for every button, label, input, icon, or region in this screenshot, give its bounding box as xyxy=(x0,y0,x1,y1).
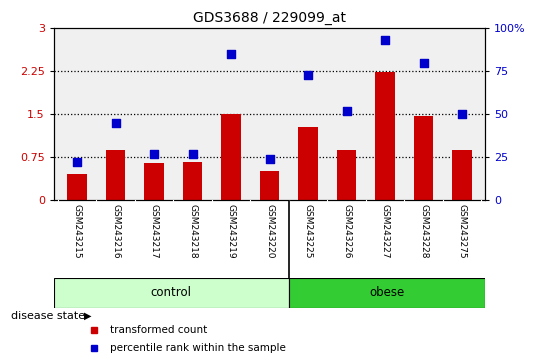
Point xyxy=(342,108,351,114)
Text: GSM243228: GSM243228 xyxy=(419,204,428,258)
Text: transformed count: transformed count xyxy=(110,325,208,335)
Text: GSM243219: GSM243219 xyxy=(226,204,236,258)
Text: GSM243218: GSM243218 xyxy=(188,204,197,258)
Text: ▶: ▶ xyxy=(84,311,91,321)
Text: GSM243225: GSM243225 xyxy=(303,204,313,258)
Text: obese: obese xyxy=(369,286,405,299)
Bar xyxy=(299,127,317,200)
Bar xyxy=(289,278,485,308)
Point xyxy=(419,60,428,65)
Bar xyxy=(183,162,202,200)
Text: GSM243220: GSM243220 xyxy=(265,204,274,258)
Bar xyxy=(54,278,289,308)
Point xyxy=(458,111,466,117)
Title: GDS3688 / 229099_at: GDS3688 / 229099_at xyxy=(193,11,346,24)
Text: GSM243216: GSM243216 xyxy=(111,204,120,258)
Bar xyxy=(67,174,87,200)
Text: percentile rank within the sample: percentile rank within the sample xyxy=(110,343,286,353)
Bar xyxy=(144,163,164,200)
Bar xyxy=(260,171,279,200)
Point xyxy=(188,151,197,156)
Text: GSM243226: GSM243226 xyxy=(342,204,351,258)
Text: control: control xyxy=(151,286,192,299)
Point xyxy=(227,51,236,57)
Point xyxy=(303,72,312,78)
Bar xyxy=(222,114,240,200)
Bar xyxy=(106,150,125,200)
Bar xyxy=(414,116,433,200)
Point xyxy=(150,151,158,156)
Point xyxy=(381,38,389,43)
Point xyxy=(111,120,120,126)
Bar xyxy=(375,72,395,200)
Bar xyxy=(337,150,356,200)
Text: GSM243215: GSM243215 xyxy=(73,204,81,258)
Point xyxy=(73,159,81,165)
Bar xyxy=(452,150,472,200)
Text: GSM243217: GSM243217 xyxy=(149,204,158,258)
Text: GSM243227: GSM243227 xyxy=(381,204,390,258)
Point xyxy=(265,156,274,162)
Text: GSM243275: GSM243275 xyxy=(458,204,466,258)
Text: disease state: disease state xyxy=(11,311,85,321)
